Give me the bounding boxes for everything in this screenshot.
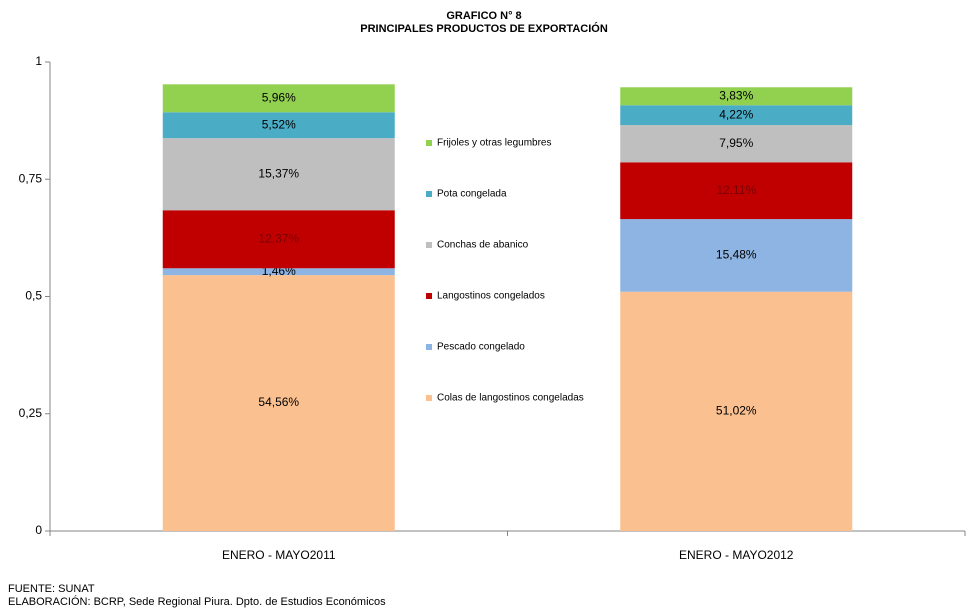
legend-swatch: [426, 140, 432, 146]
y-tick-label: 0,5: [25, 289, 42, 303]
legend-label: Langostinos congelados: [437, 291, 545, 302]
bar-segment: [162, 275, 395, 531]
bar-segment: [162, 210, 395, 269]
legend-swatch: [426, 242, 432, 248]
bar-segment: [162, 112, 395, 139]
x-tick-label: ENERO - MAYO2012: [679, 548, 794, 562]
bar-segment: [620, 87, 853, 106]
bar-segment: [620, 219, 853, 292]
legend-label: Pota congelada: [437, 189, 507, 200]
y-tick-label: 1: [35, 54, 42, 68]
x-tick-label: ENERO - MAYO2011: [222, 548, 336, 562]
bar-segment: [620, 291, 853, 531]
source: FUENTE: SUNAT: [8, 583, 95, 595]
data-label: 7,95%: [719, 136, 753, 150]
legend-label: Conchas de abanico: [437, 240, 529, 251]
legend-label: Pescado congelado: [437, 342, 525, 353]
bar-segment: [620, 162, 853, 220]
chart-subtitle: PRINCIPALES PRODUCTOS DE EXPORTACIÓN: [360, 22, 608, 35]
bar-segment: [620, 105, 853, 126]
y-tick-label: 0: [35, 523, 42, 537]
data-label: 51,02%: [716, 404, 757, 418]
bar-segment: [620, 125, 853, 163]
chart-title: GRAFICO N° 8: [446, 10, 521, 22]
data-label: 12,37%: [258, 231, 299, 245]
data-label: 54,56%: [258, 395, 299, 409]
data-label: 3,83%: [719, 88, 753, 102]
legend-swatch: [426, 293, 432, 299]
data-label: 5,96%: [262, 90, 296, 104]
bar-segment: [162, 84, 395, 113]
data-label: 15,37%: [258, 166, 299, 180]
y-tick-label: 0,25: [19, 406, 43, 420]
data-label: 15,48%: [716, 248, 757, 262]
legend-swatch: [426, 344, 432, 350]
data-label: 5,52%: [262, 117, 296, 131]
data-label: 4,22%: [719, 107, 753, 121]
legend-swatch: [426, 395, 432, 401]
data-label: 12,11%: [716, 183, 756, 197]
credit: ELABORACIÓN: BCRP, Sede Regional Piura. …: [8, 595, 386, 608]
bar-segment: [162, 138, 395, 211]
legend-label: Colas de langostinos congeladas: [437, 393, 584, 404]
legend-label: Frijoles y otras legumbres: [437, 138, 551, 149]
y-tick-label: 0,75: [19, 171, 43, 185]
bar-segment: [162, 268, 395, 276]
legend-swatch: [426, 191, 432, 197]
